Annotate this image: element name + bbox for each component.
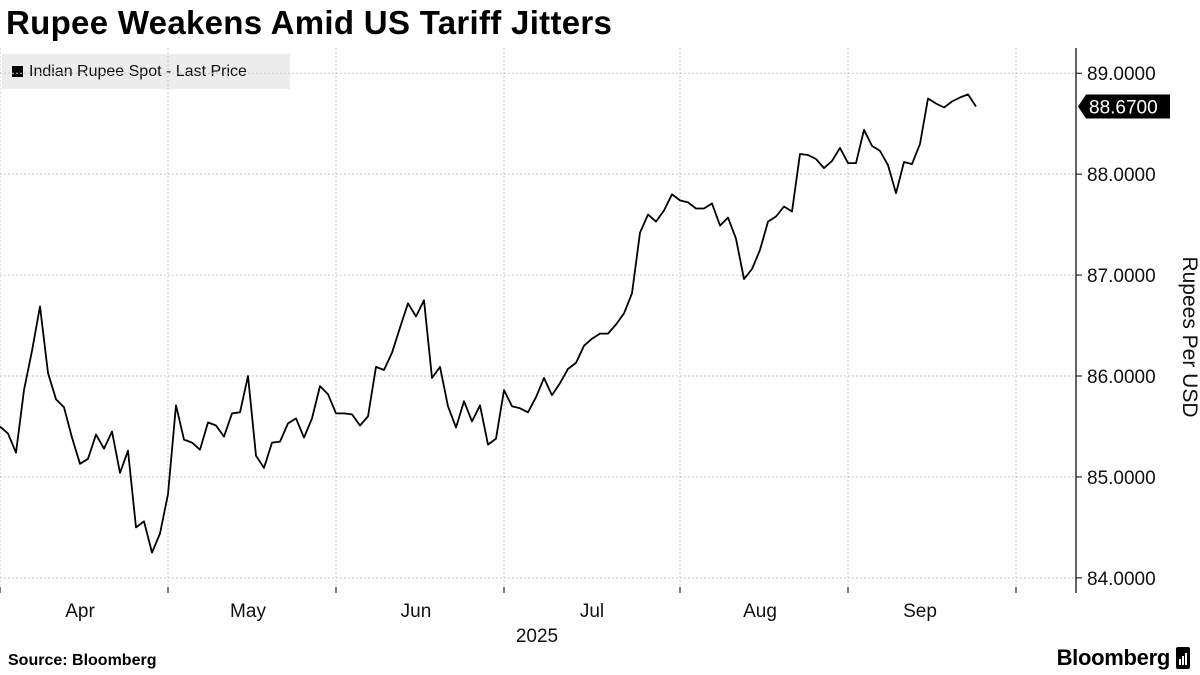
x-axis: Apr May Jun Jul Aug Sep 2025 xyxy=(0,587,1017,647)
y-axis-title: Rupees Per USD xyxy=(1178,256,1200,417)
grid xyxy=(0,48,1076,593)
bloomberg-logo: Bloomberg xyxy=(1057,645,1190,671)
series-line xyxy=(0,93,977,554)
x-tick-label: Apr xyxy=(65,601,95,622)
y-tick-label: 84.0000 xyxy=(1087,569,1156,590)
legend: Indian Rupee Spot - Last Price xyxy=(2,54,290,89)
y-tick-label: 86.0000 xyxy=(1087,367,1156,388)
last-value-box xyxy=(1078,94,1170,119)
y-tick-label: 87.0000 xyxy=(1087,266,1156,287)
y-tick-label: 89.0000 xyxy=(1087,64,1156,85)
chart-title: Rupee Weakens Amid US Tariff Jitters xyxy=(6,4,613,41)
brand-name: Bloomberg xyxy=(1056,645,1171,670)
last-value-marker: 88.6700 xyxy=(1078,94,1170,119)
y-axis: 84.0000 85.0000 86.0000 87.0000 88.0000 89.00… xyxy=(1075,48,1200,593)
source-note: Source: Bloomberg xyxy=(8,652,157,669)
series-group xyxy=(0,93,977,554)
y-tick-label: 85.0000 xyxy=(1087,468,1156,489)
x-tick-label: Jun xyxy=(401,601,432,622)
x-axis-title: 2025 xyxy=(516,626,558,647)
x-tick-label: Jul xyxy=(580,601,604,622)
legend-swatch xyxy=(12,66,23,77)
y-tick-label: 88.0000 xyxy=(1087,165,1156,186)
legend-label: Indian Rupee Spot - Last Price xyxy=(29,62,247,80)
x-tick-label: Sep xyxy=(903,601,937,622)
x-tick-label: Aug xyxy=(743,601,777,622)
x-tick-label: May xyxy=(230,601,266,622)
bloomberg-terminal-icon xyxy=(1176,647,1190,669)
last-value-label: 88.6700 xyxy=(1089,98,1158,119)
